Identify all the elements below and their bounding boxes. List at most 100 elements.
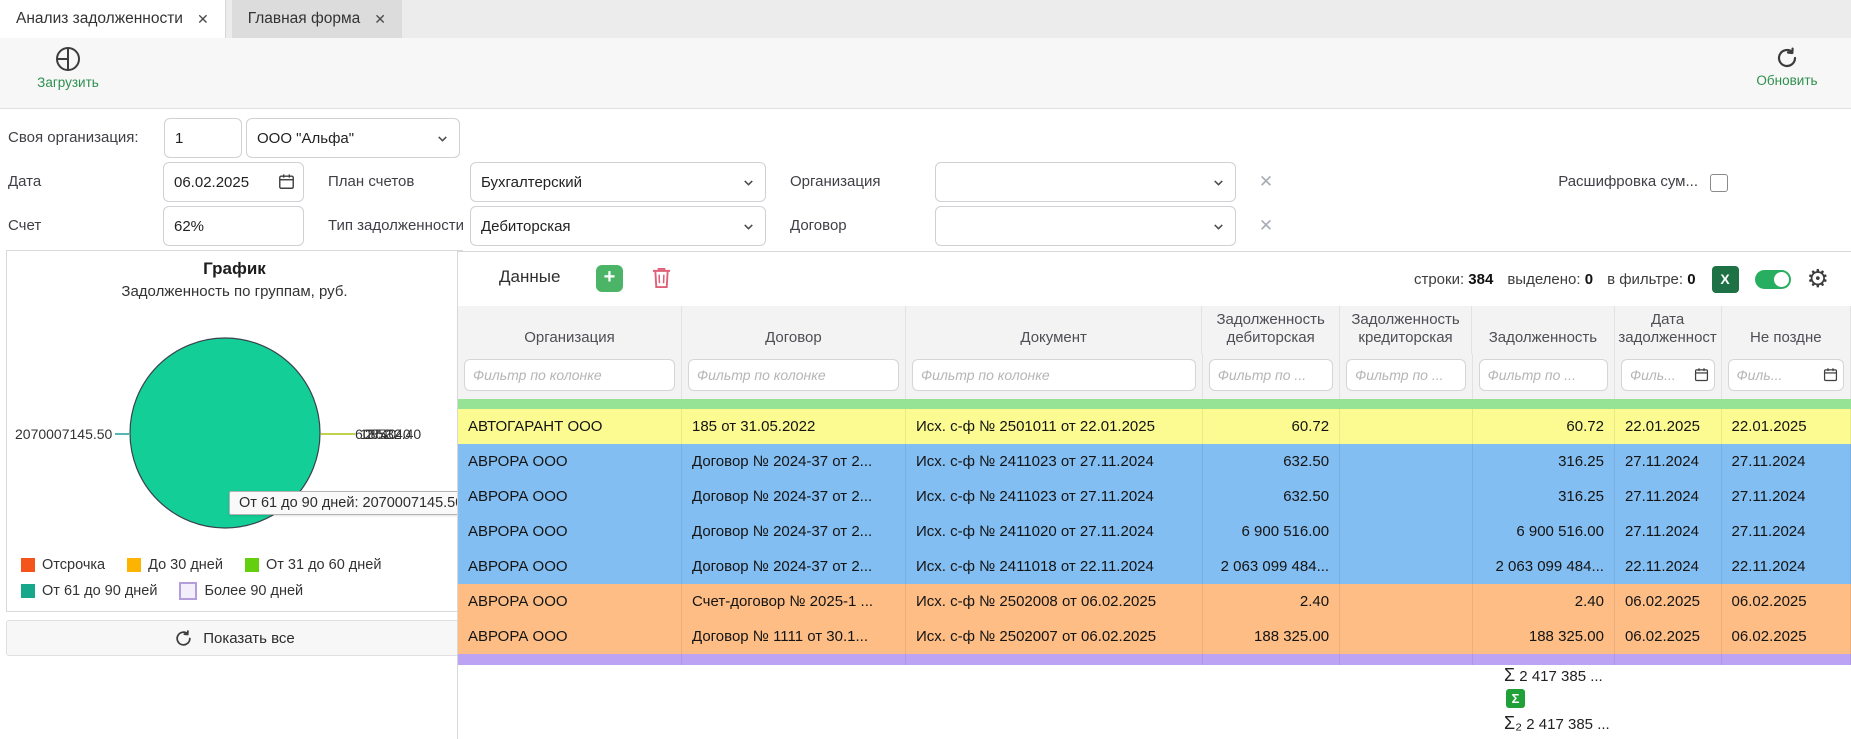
chart-title: График <box>203 259 266 278</box>
table-cell: 60.72 <box>1203 409 1341 444</box>
account-input[interactable] <box>163 206 304 246</box>
table-row[interactable]: АВРОРА ООО Договор № 2024-37 от 2... Исх. … <box>458 514 1851 549</box>
table-cell: Исх. с-ф № 617 от 16.08.2024 <box>906 654 1203 665</box>
sigma-button[interactable]: Σ <box>1506 689 1525 708</box>
stat-item: в фильтре: 0 <box>1607 270 1696 288</box>
table-cell: ВИТНЕМАН ООО <box>458 654 682 665</box>
pie-label-right: 608532.40 <box>355 426 422 442</box>
column-header[interactable]: Не поздне <box>1722 306 1851 354</box>
column-filter-input[interactable] <box>1346 359 1466 391</box>
pie-label-right: 1352.40 <box>360 426 411 442</box>
legend-item[interactable]: Более 90 дней <box>179 582 303 600</box>
export-excel-button[interactable]: X <box>1711 265 1739 293</box>
table-cell: Договор № 1111 от 30.1... <box>682 619 906 654</box>
table-row[interactable]: АВРОРА ООО Договор № 2024-37 от 2... Исх. … <box>458 444 1851 479</box>
column-header[interactable]: Договор <box>682 306 906 354</box>
plan-select-value: Бухгалтерский <box>481 173 582 191</box>
table-cell: АВРОРА ООО <box>458 584 682 619</box>
legend-item[interactable]: От 31 до 60 дней <box>244 557 381 573</box>
column-filter-input[interactable] <box>1727 359 1844 391</box>
date-input[interactable] <box>163 162 304 202</box>
table-row[interactable]: АВТОГАРАНТ ООО 185 от 31.05.2022 Исх. с-ф … <box>458 409 1851 444</box>
table-cell: 242 900.00 <box>1203 654 1341 665</box>
pie-labels-right: 608532.40 1352.40 2740 <box>355 426 465 444</box>
add-row-button[interactable]: + <box>596 265 623 292</box>
column-filter-input[interactable] <box>1620 359 1715 391</box>
table-cell: 632.50 <box>1203 444 1341 479</box>
table-row[interactable]: АВРОРА ООО Счет-договор № 2025-1 ... Исх. … <box>458 584 1851 619</box>
table-row[interactable]: АВРОРА ООО Договор № 2024-37 от 2... Исх. … <box>458 479 1851 514</box>
clear-contract-icon[interactable]: ✕ <box>1258 216 1274 235</box>
refresh-icon <box>174 629 193 648</box>
column-filter-input[interactable] <box>464 359 676 391</box>
column-filter-cell <box>1340 354 1473 399</box>
table-cell: 22.01.2025 <box>1615 409 1722 444</box>
pie-chart[interactable] <box>7 251 462 551</box>
legend-swatch <box>127 558 142 572</box>
delete-row-button[interactable] <box>652 267 671 289</box>
debt-type-label: Тип задолженности <box>328 217 464 234</box>
chart-subtitle: Задолженность по группам, руб. <box>121 283 348 300</box>
column-header[interactable]: Задолженность кредиторская <box>1340 306 1473 354</box>
column-filter-input[interactable] <box>912 359 1196 391</box>
legend-item[interactable]: Отсрочка <box>21 557 105 573</box>
table-cell: Исх. с-ф № 2411023 от 27.11.2024 <box>906 444 1203 479</box>
table-filter-row <box>458 354 1851 399</box>
tab-main-form[interactable]: Главная форма ✕ <box>231 0 403 38</box>
column-filter-input[interactable] <box>688 359 900 391</box>
table-cell: 6 900 516.00 <box>1473 514 1615 549</box>
table-cell: Исх. с-ф № 2411018 от 22.11.2024 <box>906 549 1203 584</box>
table-cell: Счет-договор № 2025-1 ... <box>682 584 906 619</box>
color-toggle[interactable] <box>1754 269 1791 289</box>
pie-label-right: 2740 <box>365 426 397 442</box>
legend-item[interactable]: До 30 дней <box>127 557 223 573</box>
date-label: Дата <box>8 173 42 190</box>
table-row[interactable]: АВРОРА ООО Договор № 2024-37 от 2... Исх. … <box>458 549 1851 584</box>
plan-label: План счетов <box>328 173 415 190</box>
table-panel: Данные + строки: 384 выделено: 0 в фильтре… <box>457 251 1851 739</box>
load-button[interactable]: Загрузить <box>26 46 110 90</box>
table-cell: АВРОРА ООО <box>458 479 682 514</box>
breakdown-checkbox[interactable] <box>1710 174 1728 192</box>
table-cell: 27.11.2024 <box>1615 444 1722 479</box>
tab-bar: Анализ задолженности ✕ Главная форма ✕ <box>0 0 1851 38</box>
column-header[interactable]: Задолженность дебиторская <box>1202 306 1340 354</box>
contract-select[interactable] <box>935 206 1236 246</box>
own-org-code-input[interactable] <box>164 118 242 158</box>
tab-label: Главная форма <box>247 10 361 27</box>
table-cell: 2.40 <box>1203 584 1341 619</box>
table-body: АВТОГАРАНТ ООО 185 от 31.05.2022 Исх. с-ф … <box>458 409 1851 665</box>
legend-item[interactable]: От 61 до 90 дней <box>21 582 157 600</box>
gear-icon[interactable]: ⚙ <box>1806 264 1829 293</box>
stat-item: строки: 384 <box>1413 270 1494 288</box>
refresh-button[interactable]: Обновить <box>1745 46 1829 88</box>
legend-label: От 61 до 90 дней <box>42 583 158 599</box>
column-header[interactable]: Документ <box>906 306 1203 354</box>
table-row-green-strip[interactable] <box>458 399 1851 409</box>
chevron-down-icon <box>1211 219 1226 234</box>
date-field <box>163 162 304 202</box>
column-header[interactable]: Задолженность <box>1472 306 1615 354</box>
own-org-select[interactable]: ООО "Альфа" <box>246 118 460 158</box>
column-filter-input[interactable] <box>1478 359 1608 391</box>
table-cell: 06.02.2025 <box>1615 619 1722 654</box>
legend-swatch <box>21 558 35 572</box>
debt-type-select[interactable]: Дебиторская <box>470 206 766 246</box>
table-row[interactable]: АВРОРА ООО Договор № 1111 от 30.1... Исх. … <box>458 619 1851 654</box>
table-cell <box>1340 444 1473 479</box>
table-cell: Исх. с-ф № 2502008 от 06.02.2025 <box>906 584 1203 619</box>
plan-select[interactable]: Бухгалтерский <box>470 162 766 202</box>
close-icon[interactable]: ✕ <box>196 10 209 27</box>
tab-debt-analysis[interactable]: Анализ задолженности ✕ <box>0 0 226 38</box>
table-cell: 60.72 <box>1473 409 1615 444</box>
org-filter-label: Организация <box>790 173 881 190</box>
show-all-button[interactable]: Показать все <box>6 620 463 656</box>
column-filter-input[interactable] <box>1208 359 1334 391</box>
column-header[interactable]: Дата задолженност <box>1615 306 1722 354</box>
org-select[interactable] <box>935 162 1236 202</box>
table-cell: АВТОГАРАНТ ООО <box>458 409 682 444</box>
column-header[interactable]: Организация <box>458 306 682 354</box>
close-icon[interactable]: ✕ <box>374 10 387 27</box>
clear-org-icon[interactable]: ✕ <box>1258 172 1274 191</box>
